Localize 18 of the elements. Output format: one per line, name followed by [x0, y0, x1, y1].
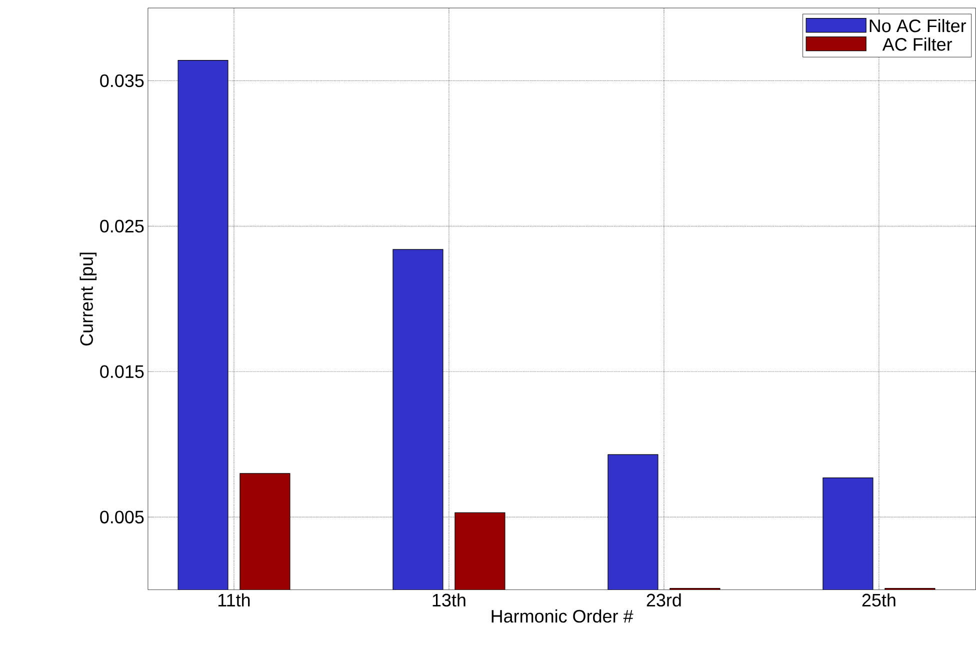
y-axis-title: Current [pu] [80, 252, 97, 346]
x-tick-label: 23rd [646, 593, 681, 607]
bar [178, 60, 228, 590]
y-tick-label: 0.035 [100, 74, 144, 88]
x-tick-label: 11th [218, 593, 250, 607]
legend-label: AC Filter [882, 38, 952, 51]
y-tick-label: 0.005 [100, 510, 144, 524]
bar [392, 249, 444, 590]
y-tick-label: 0.025 [100, 220, 144, 233]
bar [608, 454, 658, 590]
x-tick-label: 25th [862, 593, 896, 607]
y-tick-label: 0.015 [100, 365, 144, 378]
bar [822, 478, 874, 590]
x-tick-label: 13th [432, 593, 466, 607]
bar [454, 512, 506, 590]
bar [240, 473, 290, 590]
x-axis-title: Harmonic Order # [492, 610, 634, 623]
legend-label: No AC Filter [870, 19, 966, 32]
